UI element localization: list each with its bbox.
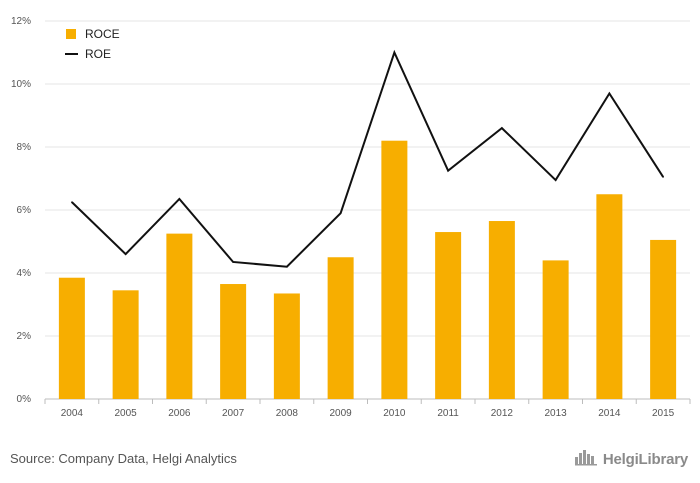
point-roe — [608, 92, 611, 95]
line-roe — [71, 49, 664, 268]
source-note: Source: Company Data, Helgi Analytics — [10, 451, 237, 466]
x-tick-label: 2008 — [276, 408, 299, 419]
point-roe — [232, 261, 234, 263]
x-tick-label: 2013 — [545, 408, 568, 419]
skyline-logo-icon — [574, 448, 599, 471]
point-roe — [501, 127, 503, 129]
y-tick-label: 10% — [11, 79, 31, 90]
point-roe — [447, 169, 449, 172]
x-tick-label: 2012 — [491, 408, 514, 419]
point-roe — [286, 265, 288, 268]
point-roe — [393, 51, 396, 54]
x-tick-label: 2006 — [168, 408, 191, 419]
bar-roce — [488, 221, 515, 399]
y-tick-label: 0% — [17, 394, 32, 405]
bar-roce — [112, 290, 139, 399]
legend-swatch-roce — [66, 29, 76, 39]
y-tick-label: 2% — [17, 331, 32, 342]
bar-roce — [166, 233, 193, 399]
bar-roce — [220, 284, 247, 399]
bar-roce — [542, 260, 569, 399]
x-tick-label: 2010 — [383, 408, 406, 419]
point-roe — [662, 176, 664, 178]
y-tick-label: 8% — [17, 142, 32, 153]
bar-roce — [58, 277, 85, 399]
x-tick-label: 2011 — [437, 408, 459, 419]
bar-roce — [273, 293, 300, 399]
bar-roce — [327, 257, 354, 399]
x-tick-label: 2014 — [598, 408, 621, 419]
bar-roce — [381, 140, 408, 399]
point-roe — [71, 201, 73, 203]
point-roe — [178, 198, 181, 200]
point-roe — [124, 253, 127, 255]
y-tick-label: 4% — [17, 268, 32, 279]
x-tick-label: 2004 — [61, 408, 84, 419]
brand[interactable]: HelgiLibrary — [574, 448, 688, 471]
legend-label-roe: ROE — [85, 47, 111, 61]
point-roe — [339, 212, 342, 214]
legend-label-roce: ROCE — [85, 27, 120, 41]
bar-roce — [596, 194, 623, 399]
bar-roce — [650, 239, 677, 399]
brand-name: HelgiLibrary — [602, 451, 688, 468]
bar-roce — [435, 232, 462, 399]
chart: 0% 2% 4% 6% 8% 10% 12% 2004 2005 2006 2007 2008 2009… — [11, 16, 691, 419]
y-tick-label: 6% — [17, 205, 32, 216]
y-tick-label: 12% — [11, 16, 31, 27]
x-tick-label: 2007 — [222, 408, 245, 419]
point-roe — [554, 179, 557, 181]
x-tick-label: 2015 — [652, 408, 675, 419]
x-tick-label: 2005 — [115, 408, 138, 419]
footer: Source: Company Data, Helgi Analytics He… — [0, 442, 700, 483]
x-tick-label: 2009 — [330, 408, 353, 419]
